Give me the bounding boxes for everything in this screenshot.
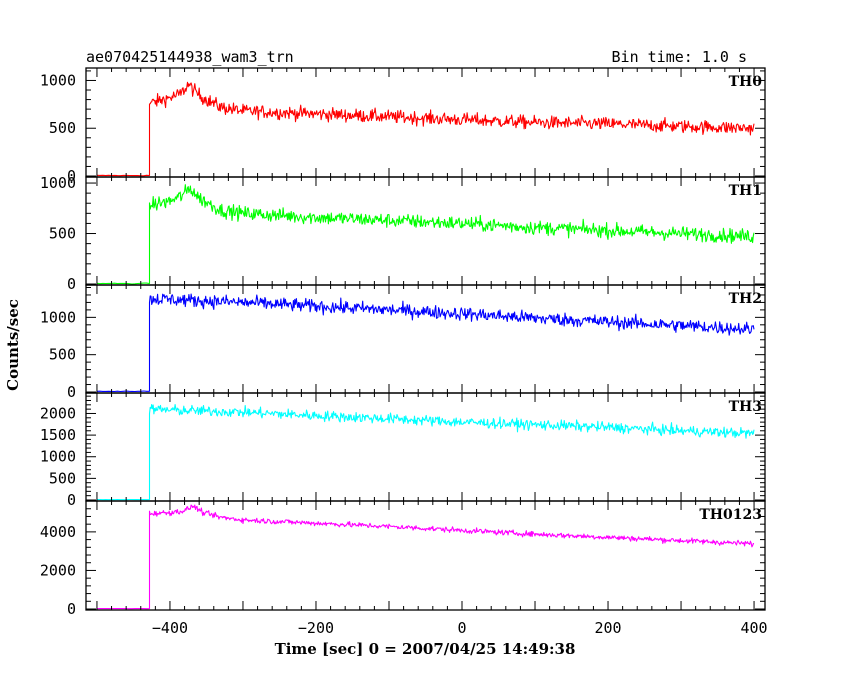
y-tick-label: 1000 xyxy=(40,448,76,466)
series-line-th0 xyxy=(96,81,755,177)
y-tick-label: 0 xyxy=(67,167,76,185)
panel-frame xyxy=(85,392,766,502)
y-tick-label: 0 xyxy=(67,491,76,509)
panel-label-th2: TH2 xyxy=(729,291,762,307)
x-axis-title: Time [sec] 0 = 2007/04/25 14:49:38 xyxy=(275,640,576,658)
y-tick-label: 1000 xyxy=(40,308,76,326)
bin-time-label: Bin time: 1.0 s xyxy=(612,48,747,66)
panel-label-th1: TH1 xyxy=(729,183,762,199)
x-tick-label: 0 xyxy=(457,619,466,637)
panel-frame xyxy=(85,176,766,286)
y-tick-label: 0 xyxy=(67,383,76,401)
y-tick-label: 1500 xyxy=(40,426,76,444)
panel-th0123: 0 2000 4000 TH0123 xyxy=(40,500,766,618)
y-tick-label: 4000 xyxy=(40,523,76,541)
panel-label-th0123: TH0123 xyxy=(699,507,762,523)
y-tick-label: 0 xyxy=(67,600,76,618)
y-tick-label: 1000 xyxy=(40,174,76,192)
panel-th3: 0 500 1000 1500 2000 TH3 xyxy=(40,392,766,509)
y-tick-label: 500 xyxy=(49,469,76,487)
x-tick-labels: −400 −200 0 200 400 xyxy=(152,619,768,637)
panel-th2: 0 500 1000 TH2 xyxy=(40,284,766,401)
x-tick-label: 400 xyxy=(741,619,768,637)
panel-th1: 0 500 1000 TH1 xyxy=(40,174,766,293)
panels-group: 0 500 1000 TH0 0 500 1000 TH1 0 500 1000 TH2 0 500 100… xyxy=(40,67,766,618)
x-tick-label: −400 xyxy=(152,619,188,637)
y-tick-label: 500 xyxy=(49,346,76,364)
series-line-th3 xyxy=(96,403,755,501)
x-tick-label: −200 xyxy=(298,619,334,637)
series-line-th1 xyxy=(96,184,755,285)
panel-label-th0: TH0 xyxy=(729,74,763,90)
chart-title: ae070425144938_wam3_trn xyxy=(86,48,294,66)
series-line-th0123 xyxy=(96,504,755,610)
y-tick-label: 1000 xyxy=(40,71,76,89)
y-tick-label: 0 xyxy=(67,275,76,293)
panel-th0: 0 500 1000 TH0 xyxy=(40,67,766,185)
panel-frame xyxy=(85,500,766,611)
x-tick-label: 200 xyxy=(594,619,621,637)
y-tick-label: 500 xyxy=(49,119,76,137)
y-tick-label: 500 xyxy=(49,225,76,243)
panel-label-th3: TH3 xyxy=(729,399,762,415)
y-tick-label: 2000 xyxy=(40,561,76,579)
y-axis-title: Counts/sec xyxy=(4,299,22,391)
series-line-th2 xyxy=(96,293,755,393)
y-tick-label: 2000 xyxy=(40,404,76,422)
